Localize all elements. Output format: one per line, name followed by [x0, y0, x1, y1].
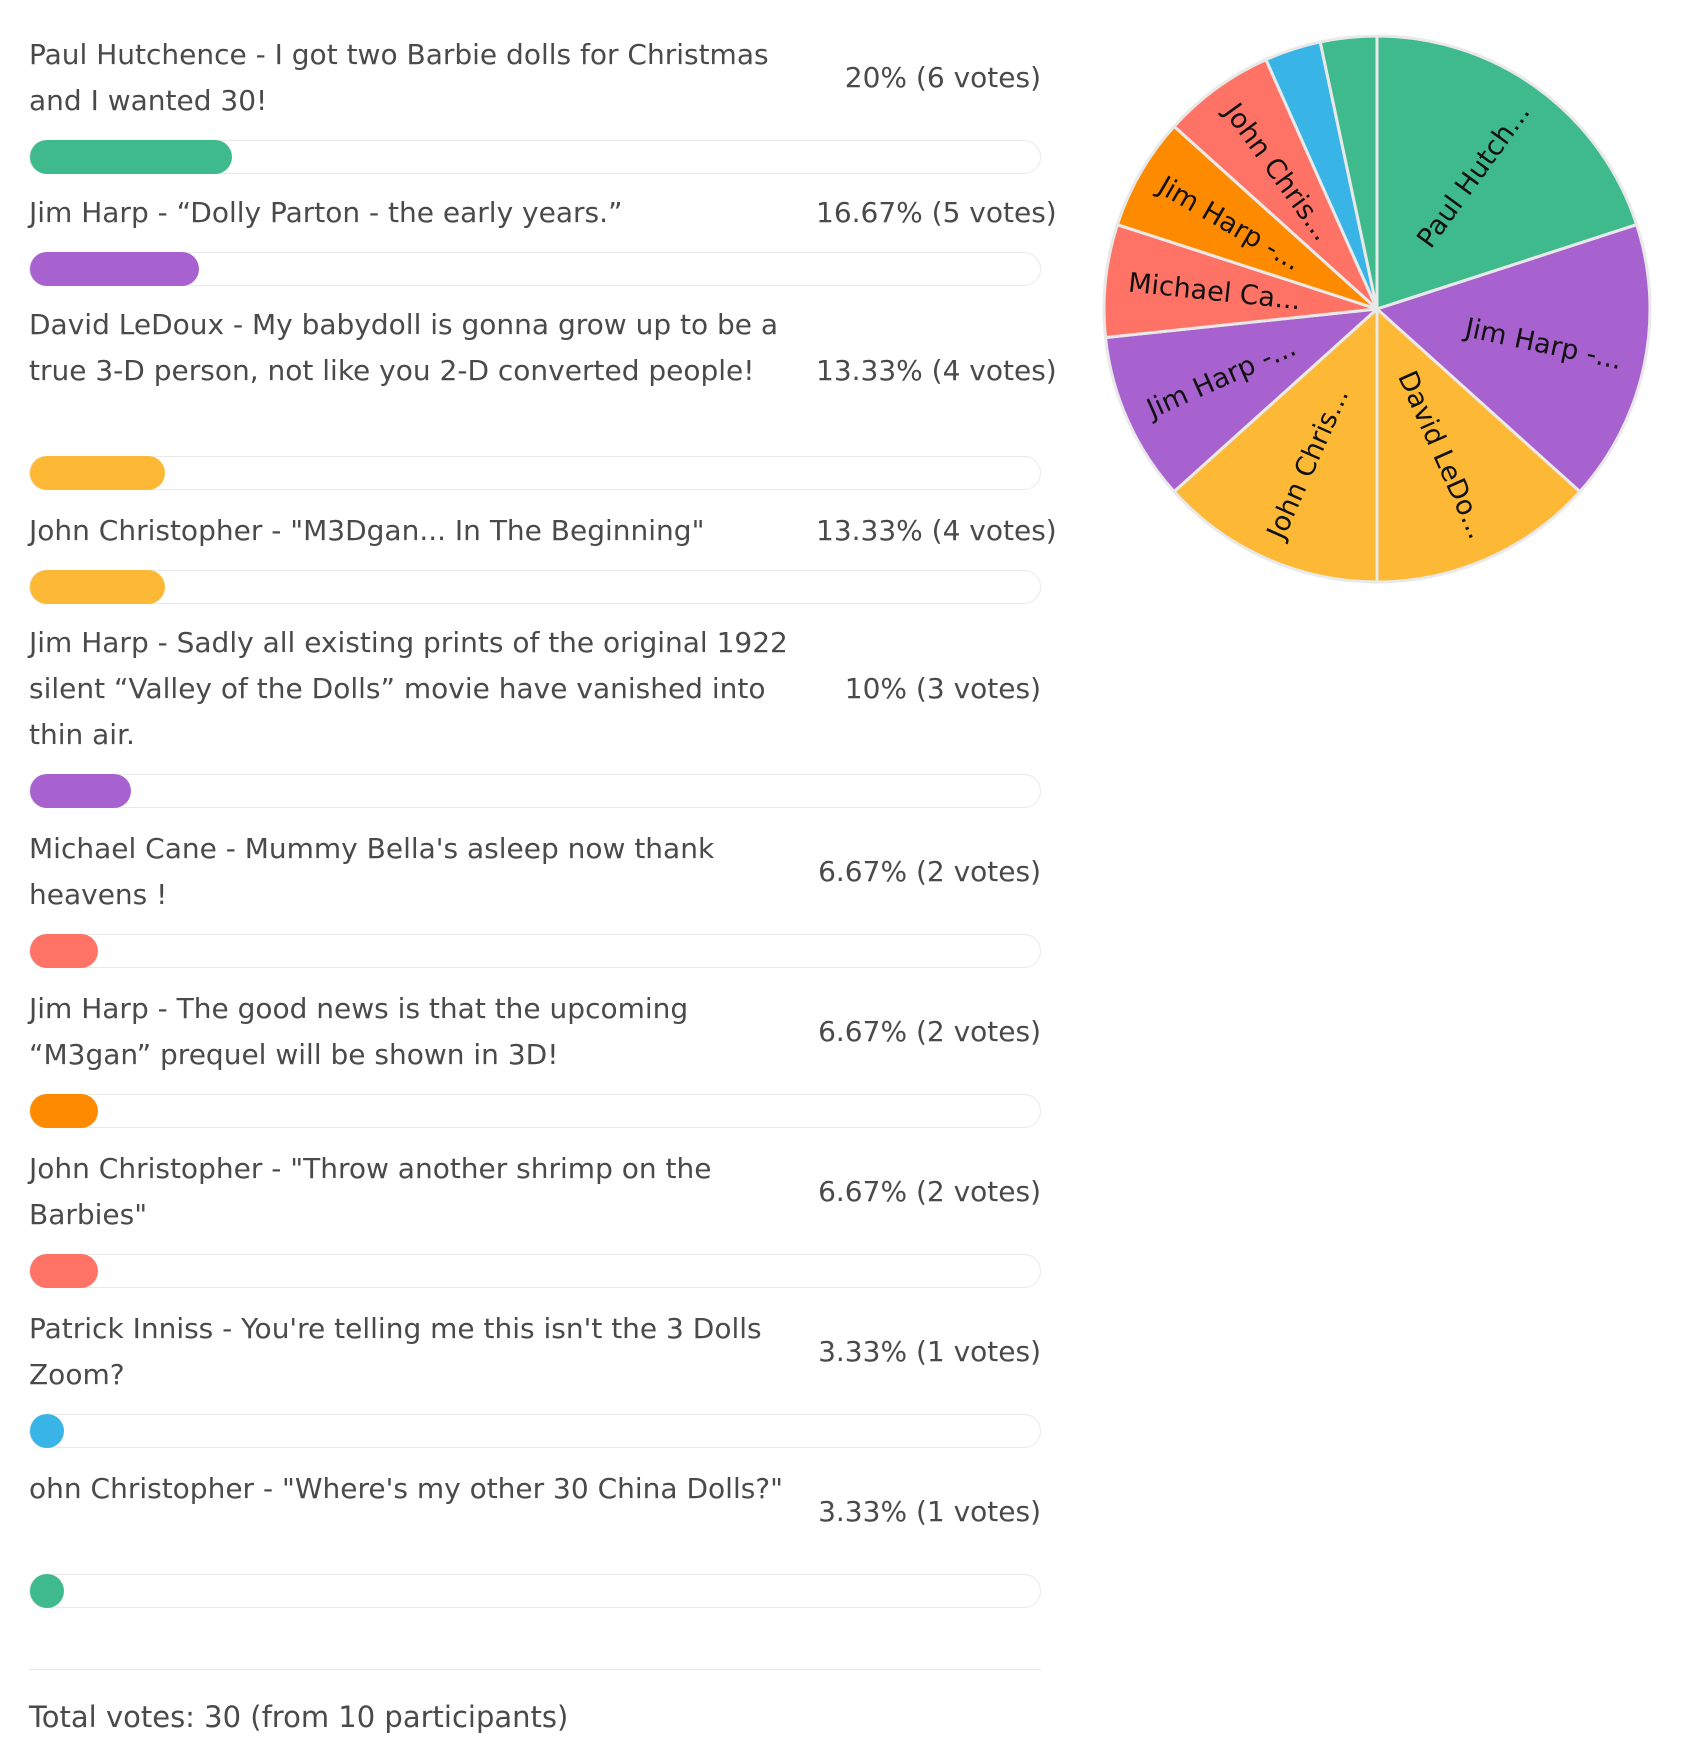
option-label: John Christopher - "Throw another shrimp… [29, 1152, 712, 1231]
pie-slice-6 [1102, 222, 1378, 340]
option-label: Jim Harp - “Dolly Parton - the early yea… [29, 196, 623, 229]
option-percent: 16.67% (5 votes) [816, 196, 1057, 229]
option-label: Patrick Inniss - You're telling me this … [29, 1312, 762, 1391]
pie-slice-1 [1375, 34, 1639, 312]
option-label: ohn Christopher - "Where's my other 30 C… [29, 1472, 784, 1505]
pie-slice-4 [1172, 305, 1379, 584]
option-bar-track [29, 1254, 1041, 1288]
option-label: David LeDoux - My babydoll is gonna grow… [29, 308, 779, 387]
option-percent: 3.33% (1 votes) [818, 1335, 1041, 1368]
pie-slice-5 [1103, 307, 1382, 494]
option-label: Paul Hutchence - I got two Barbie dolls … [29, 38, 769, 117]
option-percent: 13.33% (4 votes) [816, 514, 1057, 547]
option-label: Jim Harp - The good news is that the upc… [29, 992, 689, 1071]
option-label: John Christopher - "M3Dgan... In The Beg… [29, 514, 705, 547]
option-bar-fill [30, 1094, 98, 1128]
option-bar-fill [30, 140, 232, 174]
option-percent: 10% (3 votes) [844, 672, 1041, 705]
option-bar-fill [30, 570, 165, 604]
option-bar-track [29, 456, 1041, 490]
option-percent: 13.33% (4 votes) [816, 354, 1057, 387]
option-bar-fill [30, 1254, 98, 1288]
option-bar-track [29, 252, 1041, 286]
option-bar-track [29, 140, 1041, 174]
pie-chart: Paul Hutch...Jim Harp -...David LeDo...J… [1102, 34, 1652, 584]
total-votes: Total votes: 30 (from 10 participants) [29, 1700, 569, 1734]
pie-slice-8 [1172, 57, 1379, 311]
option-bar-fill [30, 252, 199, 286]
pie-slice-7 [1115, 124, 1379, 311]
option-percent: 6.67% (2 votes) [818, 855, 1041, 888]
option-bar-track [29, 1574, 1041, 1608]
option-percent: 3.33% (1 votes) [818, 1495, 1041, 1528]
pie-slice-3 [1375, 305, 1582, 584]
option-bar-track [29, 1414, 1041, 1448]
option-bar-fill [30, 1574, 64, 1608]
option-bar-fill [30, 1414, 64, 1448]
option-label: Jim Harp - Sadly all existing prints of … [29, 626, 788, 751]
pie-slice-10 [1318, 34, 1379, 310]
option-bar-track [29, 934, 1041, 968]
option-percent: 20% (6 votes) [844, 61, 1041, 94]
divider [29, 1669, 1041, 1670]
pie-slice-2 [1374, 222, 1652, 494]
option-bar-fill [30, 934, 98, 968]
option-bar-fill [30, 456, 165, 490]
option-bar-track [29, 1094, 1041, 1128]
option-percent: 6.67% (2 votes) [818, 1015, 1041, 1048]
option-bar-fill [30, 774, 131, 808]
option-percent: 6.67% (2 votes) [818, 1175, 1041, 1208]
option-label: Michael Cane - Mummy Bella's asleep now … [29, 832, 715, 911]
option-bar-track [29, 570, 1041, 604]
option-bar-track [29, 774, 1041, 808]
